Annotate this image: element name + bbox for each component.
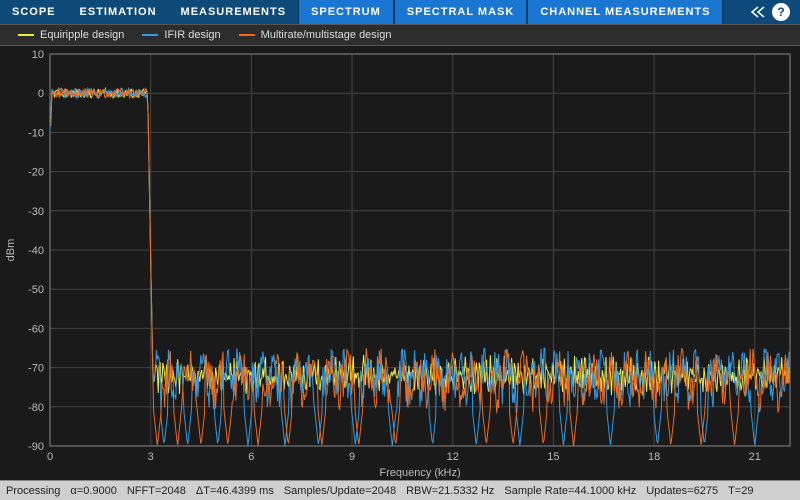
tab-measurements[interactable]: MEASUREMENTS	[169, 0, 299, 24]
status-t: T=29	[728, 485, 753, 497]
status-alpha: α=0.9000	[70, 485, 116, 497]
status-bar: Processing α=0.9000 NFFT=2048 ΔT=46.4399…	[0, 480, 800, 500]
svg-text:3: 3	[148, 451, 154, 463]
svg-text:-70: -70	[28, 363, 44, 375]
svg-text:-20: -20	[28, 167, 44, 179]
spectrum-plot: -90 -80 -70 -60 -50 -40 -30 -20 -10 0 10 0 3 6 9 12 15 18…	[0, 46, 800, 480]
status-rbw: RBW=21.5332 Hz	[406, 485, 494, 497]
svg-text:9: 9	[349, 451, 355, 463]
tab-bar: SCOPEESTIMATIONMEASUREMENTSSPECTRUMSPECT…	[0, 0, 800, 24]
help-icon[interactable]: ?	[772, 3, 790, 21]
svg-text:-40: -40	[28, 245, 44, 257]
svg-text:6: 6	[248, 451, 254, 463]
tab-spectrum[interactable]: SPECTRUM	[298, 0, 394, 24]
svg-text:12: 12	[447, 451, 459, 463]
legend-label: IFIR design	[164, 29, 220, 41]
tab-spectral-mask[interactable]: SPECTRAL MASK	[394, 0, 528, 24]
legend-item: IFIR design	[142, 29, 220, 41]
svg-text:dBm: dBm	[5, 239, 17, 262]
svg-text:Frequency (kHz): Frequency (kHz)	[379, 467, 460, 479]
svg-text:-80: -80	[28, 402, 44, 414]
status-nfft: NFFT=2048	[127, 485, 186, 497]
svg-text:15: 15	[547, 451, 559, 463]
legend-swatch	[18, 34, 34, 36]
svg-text:21: 21	[749, 451, 761, 463]
svg-text:-30: -30	[28, 206, 44, 218]
legend-item: Multirate/multistage design	[239, 29, 392, 41]
tab-estimation[interactable]: ESTIMATION	[68, 0, 169, 24]
svg-text:0: 0	[38, 88, 44, 100]
legend-label: Equiripple design	[40, 29, 124, 41]
svg-text:-90: -90	[28, 441, 44, 453]
status-state: Processing	[6, 485, 60, 497]
legend-item: Equiripple design	[18, 29, 124, 41]
legend: Equiripple design IFIR design Multirate/mu…	[0, 24, 800, 46]
legend-label: Multirate/multistage design	[261, 29, 392, 41]
svg-text:10: 10	[32, 49, 44, 61]
chevron-left-icon[interactable]	[742, 5, 772, 19]
status-spu: Samples/Update=2048	[284, 485, 396, 497]
svg-text:-10: -10	[28, 127, 44, 139]
legend-swatch	[142, 34, 158, 36]
status-dt: ΔT=46.4399 ms	[196, 485, 274, 497]
tab-scope[interactable]: SCOPE	[0, 0, 68, 24]
status-srate: Sample Rate=44.1000 kHz	[504, 485, 636, 497]
status-updates: Updates=6275	[646, 485, 718, 497]
legend-swatch	[239, 34, 255, 36]
svg-text:0: 0	[47, 451, 53, 463]
svg-text:-50: -50	[28, 284, 44, 296]
svg-text:18: 18	[648, 451, 660, 463]
tab-channel-measurements[interactable]: CHANNEL MEASUREMENTS	[527, 0, 723, 24]
svg-text:-60: -60	[28, 323, 44, 335]
